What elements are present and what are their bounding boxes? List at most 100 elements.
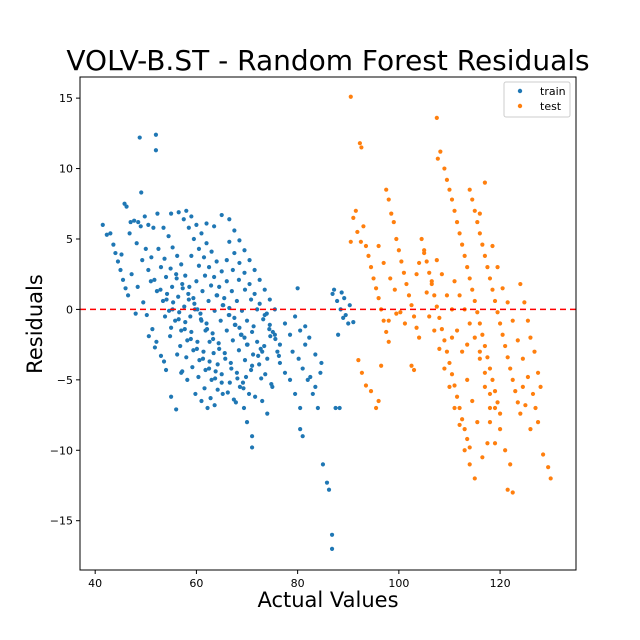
point-test-184 <box>477 356 482 361</box>
point-train-60 <box>196 246 202 251</box>
point-train-283 <box>242 248 247 253</box>
point-test-85 <box>472 298 477 304</box>
point-test-80 <box>460 242 465 247</box>
point-train-243 <box>249 434 255 439</box>
point-train-132 <box>259 376 264 381</box>
point-train-164 <box>203 367 208 373</box>
point-test-14 <box>376 296 381 301</box>
point-test-33 <box>401 270 407 275</box>
point-train-21 <box>153 132 159 137</box>
point-test-174 <box>487 391 493 397</box>
point-train-236 <box>310 391 315 397</box>
point-test-12 <box>371 276 376 281</box>
point-train-309 <box>241 405 247 411</box>
point-train-136 <box>170 284 175 289</box>
point-test-41 <box>381 260 386 266</box>
point-train-245 <box>270 384 275 389</box>
point-test-161 <box>472 476 477 481</box>
point-test-62 <box>449 372 455 377</box>
point-train-106 <box>201 349 206 354</box>
point-train-239 <box>319 360 324 366</box>
point-train-228 <box>295 286 300 291</box>
point-test-79 <box>457 231 462 236</box>
point-train-92 <box>242 270 247 275</box>
point-train-72 <box>194 222 199 227</box>
point-train-110 <box>225 390 230 395</box>
point-train-62 <box>206 265 212 270</box>
point-train-100 <box>164 291 170 297</box>
point-test-157 <box>452 405 457 411</box>
point-train-274 <box>330 291 335 297</box>
point-test-119 <box>490 243 495 249</box>
point-train-177 <box>200 356 206 361</box>
point-train-292 <box>184 355 189 360</box>
point-test-103 <box>485 265 490 270</box>
point-test-42 <box>388 276 393 281</box>
point-test-29 <box>391 219 396 225</box>
point-train-38 <box>152 345 158 350</box>
point-train-262 <box>333 405 338 411</box>
point-train-181 <box>200 289 205 294</box>
point-test-155 <box>442 366 447 371</box>
point-train-173 <box>176 317 181 322</box>
y-tick-label--5: −5 <box>57 374 73 387</box>
point-test-49 <box>394 311 399 316</box>
point-train-150 <box>217 346 222 351</box>
point-train-148 <box>204 327 210 332</box>
point-test-128 <box>533 405 538 411</box>
point-test-45 <box>402 321 408 326</box>
point-train-141 <box>162 256 167 261</box>
point-test-113 <box>510 377 515 382</box>
point-train-257 <box>320 462 326 467</box>
point-train-67 <box>232 315 237 320</box>
point-train-161 <box>185 338 190 343</box>
point-test-86 <box>475 310 480 315</box>
point-train-102 <box>177 310 182 315</box>
point-test-171 <box>528 427 533 432</box>
point-test-106 <box>492 298 498 304</box>
point-test-109 <box>500 332 505 337</box>
point-test-81 <box>462 253 467 258</box>
point-test-6 <box>355 229 360 235</box>
point-train-254 <box>307 335 312 340</box>
point-train-64 <box>217 284 222 289</box>
point-test-22 <box>368 389 374 394</box>
point-test-10 <box>366 253 371 258</box>
point-test-59 <box>442 338 447 343</box>
point-test-149 <box>434 258 439 263</box>
point-test-112 <box>508 366 513 371</box>
point-train-249 <box>300 434 305 439</box>
point-train-225 <box>282 321 288 326</box>
point-train-33 <box>169 394 174 399</box>
point-test-141 <box>475 420 480 425</box>
point-train-53 <box>215 362 220 367</box>
point-test-115 <box>515 400 520 405</box>
point-test-144 <box>460 349 465 354</box>
point-train-202 <box>236 277 242 282</box>
point-train-261 <box>329 546 335 551</box>
point-train-79 <box>229 289 234 294</box>
point-train-47 <box>191 296 196 301</box>
point-train-154 <box>241 386 246 391</box>
legend-label-train: train <box>540 85 566 98</box>
point-test-38 <box>414 325 419 330</box>
point-train-59 <box>191 236 196 242</box>
point-train-176 <box>194 346 200 351</box>
point-train-125 <box>216 341 221 346</box>
point-test-178 <box>422 250 427 256</box>
point-train-13 <box>132 218 137 223</box>
point-train-118 <box>174 272 179 277</box>
point-train-168 <box>146 267 151 273</box>
point-train-90 <box>232 250 237 256</box>
point-test-98 <box>472 208 477 213</box>
point-train-103 <box>183 319 188 325</box>
point-test-65 <box>457 405 462 411</box>
point-train-180 <box>194 279 199 284</box>
point-train-24 <box>119 252 124 257</box>
point-train-259 <box>326 487 332 492</box>
point-test-117 <box>482 180 487 185</box>
point-test-8 <box>361 224 366 229</box>
point-train-63 <box>212 274 217 280</box>
x-tick-label-120: 120 <box>490 577 511 590</box>
point-train-22 <box>153 148 159 153</box>
